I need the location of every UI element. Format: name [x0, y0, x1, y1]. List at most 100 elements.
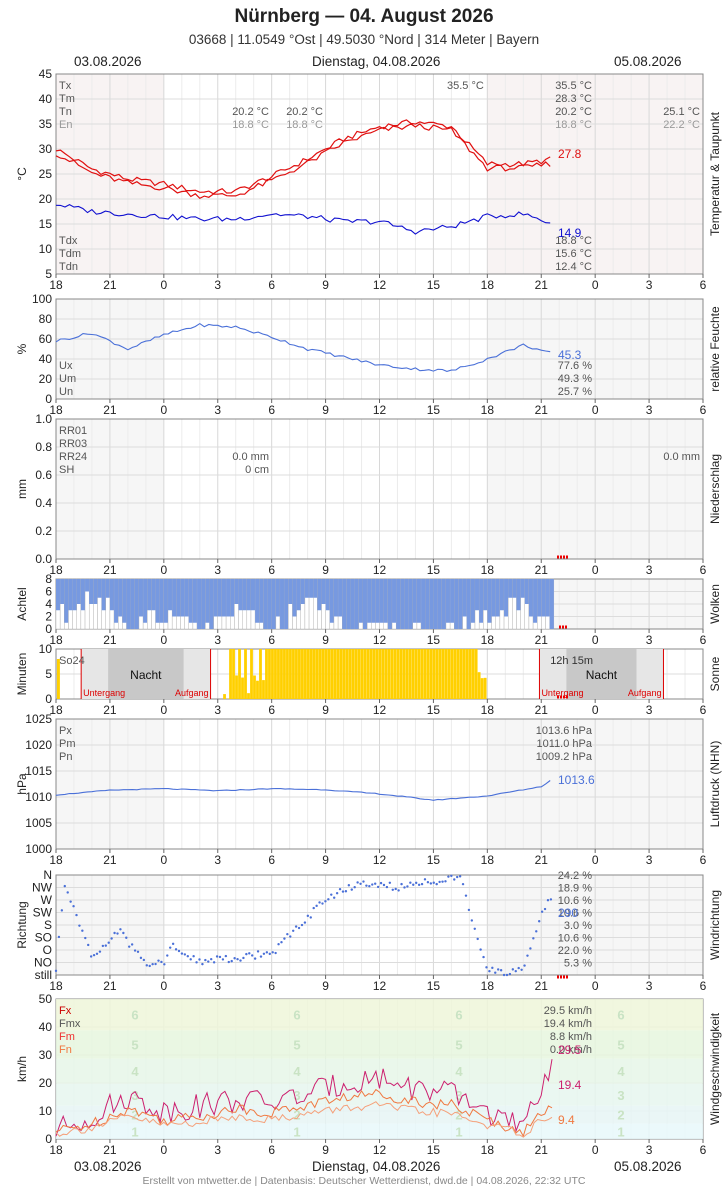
sunshine-bar: [399, 649, 403, 699]
winddir-dot: [300, 923, 304, 927]
winddir-dot: [350, 888, 353, 891]
winddir-dot: [297, 926, 301, 930]
windspeed-panel-xtick: 15: [427, 1143, 441, 1157]
winddir-dot: [201, 962, 204, 966]
winddir-percent: 22.0 %: [558, 945, 592, 957]
windspeed-panel-xtick: 21: [535, 1143, 549, 1157]
sunshine-bar: [426, 649, 430, 699]
winddir-dot: [426, 880, 430, 884]
cloud-bar: [76, 579, 81, 604]
date-right-bottom: 05.08.2026: [614, 1159, 682, 1174]
sunshine-bar: [327, 649, 331, 699]
winddir-dot: [180, 952, 184, 955]
cloud-bar: [321, 579, 326, 604]
cloud-bar: [151, 579, 156, 611]
winddir-dot: [122, 931, 125, 935]
sunshine-bar: [420, 649, 424, 699]
px-label: Px: [59, 725, 72, 737]
winddir-dot: [496, 968, 500, 971]
winddir-dot: [356, 881, 359, 884]
winddir-panel-side-label: Windrichtung: [708, 890, 722, 960]
sunshine-bar: [372, 649, 376, 699]
sunshine-bar: [244, 649, 247, 699]
windspeed-panel-ytick: 40: [39, 1020, 53, 1034]
winddir-dot: [294, 925, 298, 928]
winddir-dot: [379, 881, 383, 885]
sunshine-bar: [247, 693, 250, 699]
cloud-bar: [188, 579, 193, 623]
cloud-bar: [425, 579, 430, 629]
winddir-dot: [75, 913, 78, 917]
winddir-dot: [464, 894, 468, 897]
sunshine-bar: [483, 677, 487, 699]
winddir-dot: [274, 951, 277, 955]
sunshine-bar: [295, 649, 298, 699]
beaufort-label: 3: [131, 1088, 138, 1103]
humidity-panel-xtick: 3: [214, 403, 221, 417]
fn-label: Fn: [59, 1044, 72, 1056]
winddir-dot: [236, 957, 239, 961]
winddir-dot: [130, 943, 134, 946]
cloud-bar: [72, 579, 77, 611]
sunshine-bar: [462, 649, 466, 699]
winddir-dot: [467, 908, 471, 912]
tn-value-2: 20.2 °C: [286, 106, 323, 118]
temp-panel-xtick: 15: [427, 278, 441, 292]
tdm-value: 15.6 °C: [555, 248, 592, 260]
windspeed-panel-xtick: 6: [268, 1143, 275, 1157]
sunshine-bar: [459, 649, 463, 699]
sunshine-bar: [435, 649, 439, 699]
dewpoint-line: [55, 203, 551, 235]
cloud-bar: [441, 579, 446, 629]
sunshine-bar: [423, 649, 427, 699]
windspeed-panel-xtick: 3: [646, 1143, 653, 1157]
sunshine-bar: [250, 649, 253, 699]
winddir-dot: [344, 890, 348, 893]
clouds-panel-xtick: 18: [481, 633, 495, 647]
winddir-dot: [139, 956, 143, 960]
winddir-dot: [101, 944, 105, 948]
sunshine-bar: [274, 649, 277, 699]
winddir-dot: [142, 958, 146, 962]
sunshine-bar: [381, 649, 385, 699]
humidity-panel-ytick: 0: [45, 392, 52, 406]
cloud-bar: [400, 579, 405, 629]
sunshine-bar: [429, 649, 433, 699]
temp-panel-ytick: 10: [39, 242, 53, 256]
humidity-current: 45.3: [558, 348, 582, 362]
sun-panel-xtick: 0: [592, 703, 599, 717]
humidity-panel-xtick: 3: [646, 403, 653, 417]
tm-label: Tm: [59, 93, 75, 105]
cloud-bar: [387, 579, 393, 629]
sh-label: SH: [59, 464, 74, 476]
winddir-panel-xtick: 21: [535, 979, 549, 993]
sun-panel-xtick: 3: [646, 703, 653, 717]
winddir-dot: [532, 937, 535, 940]
windspeed-panel-xtick: 6: [700, 1143, 707, 1157]
cloud-bar: [238, 579, 243, 611]
cloud-bar: [362, 579, 368, 629]
un-label: Un: [59, 386, 73, 398]
cloud-bar: [479, 579, 484, 623]
cloud-bar: [383, 579, 388, 623]
pressure-panel-xtick: 6: [700, 853, 707, 867]
sunshine-bar: [262, 680, 265, 699]
winddir-dot: [324, 900, 327, 903]
temp-panel-xtick: 18: [49, 278, 63, 292]
cloud-bar: [180, 579, 185, 617]
cloud-bar: [545, 579, 550, 617]
cloud-bar: [462, 579, 467, 617]
sunshine-bar: [405, 649, 409, 699]
tx-peak-value: 35.5 °C: [447, 80, 484, 92]
cloud-bar: [350, 579, 355, 629]
winddir-dot: [406, 885, 409, 888]
date-center-bottom: Dienstag, 04.08.2026: [312, 1159, 441, 1174]
cloud-bar: [313, 579, 318, 598]
winddir-dot: [537, 920, 541, 923]
winddir-dot: [72, 905, 75, 908]
cloud-bar: [89, 579, 94, 604]
winddir-dot: [221, 958, 225, 961]
rr01-label: RR01: [59, 425, 87, 437]
sunshine-bar: [283, 649, 286, 699]
